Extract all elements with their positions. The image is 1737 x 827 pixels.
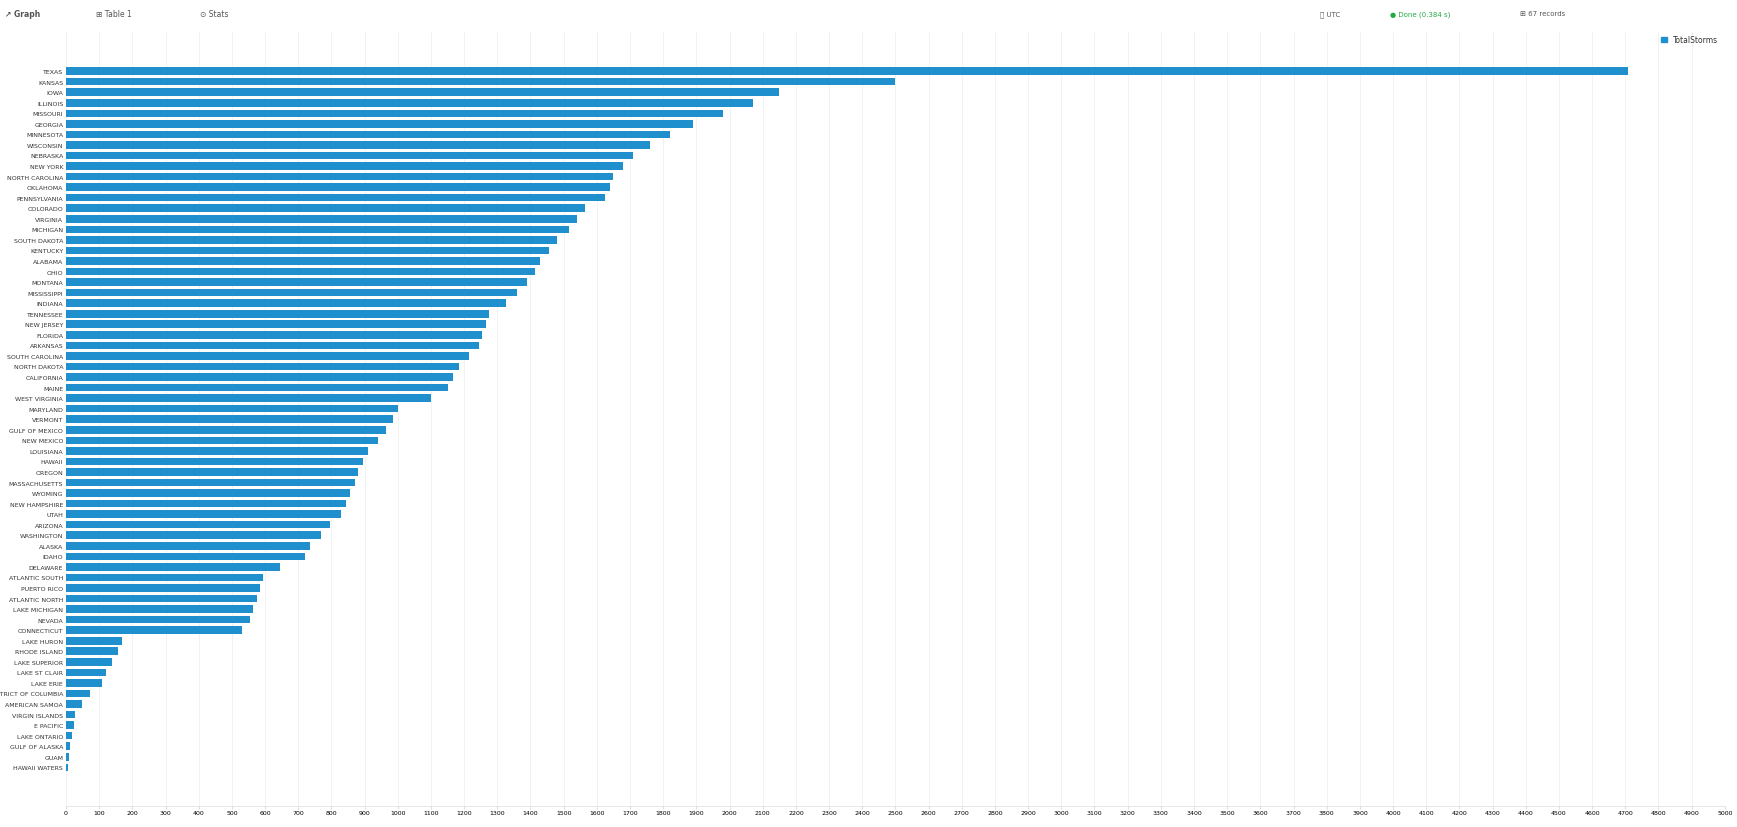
- Bar: [66, 89, 780, 97]
- Bar: [66, 363, 459, 370]
- Bar: [66, 332, 483, 339]
- Bar: [66, 669, 106, 676]
- Bar: [66, 416, 393, 423]
- Bar: [66, 753, 69, 761]
- Bar: [66, 469, 358, 476]
- Bar: [66, 258, 540, 265]
- Bar: [66, 131, 670, 139]
- Text: ⊙ Stats: ⊙ Stats: [200, 10, 228, 19]
- Bar: [66, 174, 613, 181]
- Bar: [66, 637, 122, 645]
- Bar: [66, 227, 568, 234]
- Bar: [66, 627, 241, 634]
- Bar: [66, 205, 585, 213]
- Bar: [66, 142, 650, 150]
- Bar: [66, 110, 723, 118]
- Bar: [66, 763, 68, 771]
- Bar: [66, 500, 346, 508]
- Bar: [66, 184, 610, 192]
- Bar: [66, 743, 69, 750]
- Bar: [66, 311, 490, 318]
- Bar: [66, 563, 280, 571]
- Bar: [66, 321, 486, 328]
- Bar: [66, 427, 386, 434]
- Text: ↗ Graph: ↗ Graph: [5, 10, 40, 19]
- Bar: [66, 721, 73, 729]
- Bar: [66, 574, 264, 581]
- Bar: [66, 532, 321, 539]
- Bar: [66, 237, 558, 245]
- Bar: [66, 394, 431, 403]
- Bar: [66, 595, 257, 603]
- Bar: [66, 216, 577, 223]
- Bar: [66, 374, 453, 381]
- Bar: [66, 342, 479, 350]
- Bar: [66, 152, 634, 160]
- Legend: TotalStorms: TotalStorms: [1657, 33, 1721, 48]
- Bar: [66, 479, 354, 487]
- Bar: [66, 553, 306, 561]
- Bar: [66, 605, 254, 613]
- Bar: [66, 616, 250, 624]
- Bar: [66, 100, 752, 108]
- Bar: [66, 521, 330, 528]
- Text: 🌐 UTC: 🌐 UTC: [1320, 12, 1341, 17]
- Bar: [66, 511, 342, 519]
- Bar: [66, 447, 368, 455]
- Bar: [66, 648, 118, 655]
- Bar: [66, 679, 102, 687]
- Bar: [66, 711, 75, 719]
- Bar: [66, 300, 505, 308]
- Bar: [66, 585, 261, 592]
- Bar: [66, 658, 111, 666]
- Bar: [66, 732, 71, 739]
- Bar: [66, 121, 693, 128]
- Bar: [66, 458, 363, 466]
- Bar: [66, 194, 604, 203]
- Bar: [66, 289, 518, 297]
- Bar: [66, 700, 82, 708]
- Bar: [66, 269, 535, 276]
- Bar: [66, 490, 349, 497]
- Bar: [66, 68, 1628, 76]
- Text: ⊞ Table 1: ⊞ Table 1: [96, 10, 132, 19]
- Bar: [66, 690, 90, 697]
- Text: ● Done (0.384 s): ● Done (0.384 s): [1390, 12, 1450, 17]
- Bar: [66, 247, 549, 255]
- Bar: [66, 405, 398, 413]
- Bar: [66, 352, 469, 361]
- Bar: [66, 79, 896, 86]
- Bar: [66, 437, 379, 445]
- Bar: [66, 279, 526, 286]
- Bar: [66, 385, 448, 392]
- Bar: [66, 543, 309, 550]
- Bar: [66, 163, 624, 170]
- Text: ⊞ 67 records: ⊞ 67 records: [1520, 12, 1565, 17]
